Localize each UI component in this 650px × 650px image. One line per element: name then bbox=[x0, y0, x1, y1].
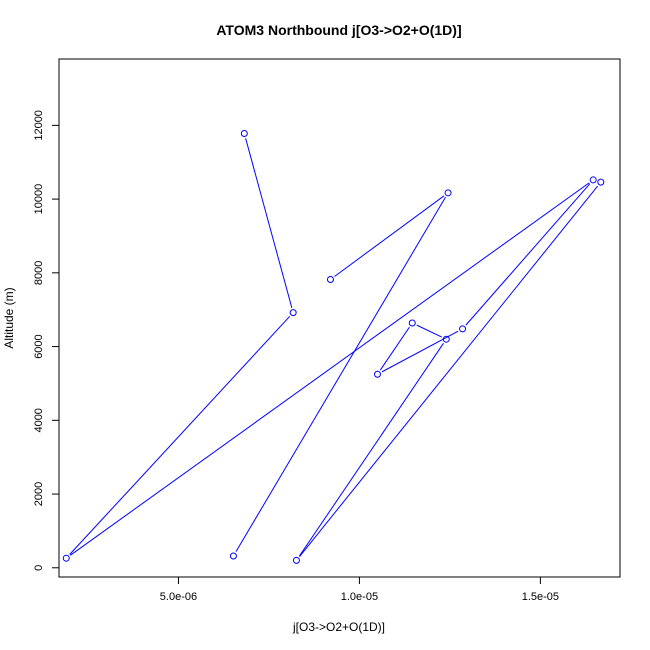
y-tick-label: 10000 bbox=[33, 184, 45, 215]
data-point bbox=[240, 129, 248, 137]
x-tick-label: 1.0e-05 bbox=[341, 591, 378, 603]
data-point bbox=[229, 552, 237, 560]
data-point bbox=[589, 176, 597, 184]
data-point bbox=[597, 178, 605, 186]
series-line-segment bbox=[416, 324, 442, 338]
data-point bbox=[408, 319, 416, 327]
series-line-segment bbox=[298, 343, 444, 557]
series-line-segment bbox=[70, 182, 590, 556]
y-tick-label: 6000 bbox=[33, 334, 45, 358]
data-point bbox=[292, 556, 300, 564]
series-layer bbox=[62, 129, 605, 564]
data-point bbox=[62, 554, 70, 562]
data-point bbox=[459, 325, 467, 333]
x-axis-label: j[O3->O2+O(1D)] bbox=[292, 620, 385, 634]
x-tick-label: 5.0e-06 bbox=[160, 591, 197, 603]
y-tick-label: 2000 bbox=[33, 482, 45, 506]
x-axis: 5.0e-06 1.0e-05 1.5e-05 bbox=[160, 577, 559, 603]
data-point bbox=[442, 335, 450, 343]
y-tick-label: 4000 bbox=[33, 408, 45, 432]
data-point bbox=[326, 275, 334, 283]
chart-title: ATOM3 Northbound j[O3->O2+O(1D)] bbox=[216, 22, 461, 38]
data-point bbox=[444, 189, 452, 197]
y-tick-label: 12000 bbox=[33, 110, 45, 141]
series-line-segment bbox=[69, 315, 291, 555]
y-axis-label: Altitude (m) bbox=[2, 287, 16, 348]
series-line-segment bbox=[235, 196, 446, 552]
y-axis: 0 2000 4000 6000 8000 10000 12000 bbox=[33, 110, 59, 571]
y-tick-label: 0 bbox=[33, 565, 45, 571]
series-line-segment bbox=[334, 195, 445, 277]
series-line-segment bbox=[245, 138, 293, 308]
series-line-segment bbox=[299, 185, 599, 557]
series-line-segment bbox=[379, 326, 410, 371]
data-point bbox=[289, 309, 297, 317]
x-tick-label: 1.5e-05 bbox=[522, 591, 559, 603]
data-point bbox=[374, 370, 382, 378]
series-line-segment bbox=[381, 330, 459, 373]
series-line-segment bbox=[465, 183, 591, 326]
y-tick-label: 8000 bbox=[33, 261, 45, 285]
plot-area-frame bbox=[58, 58, 621, 578]
